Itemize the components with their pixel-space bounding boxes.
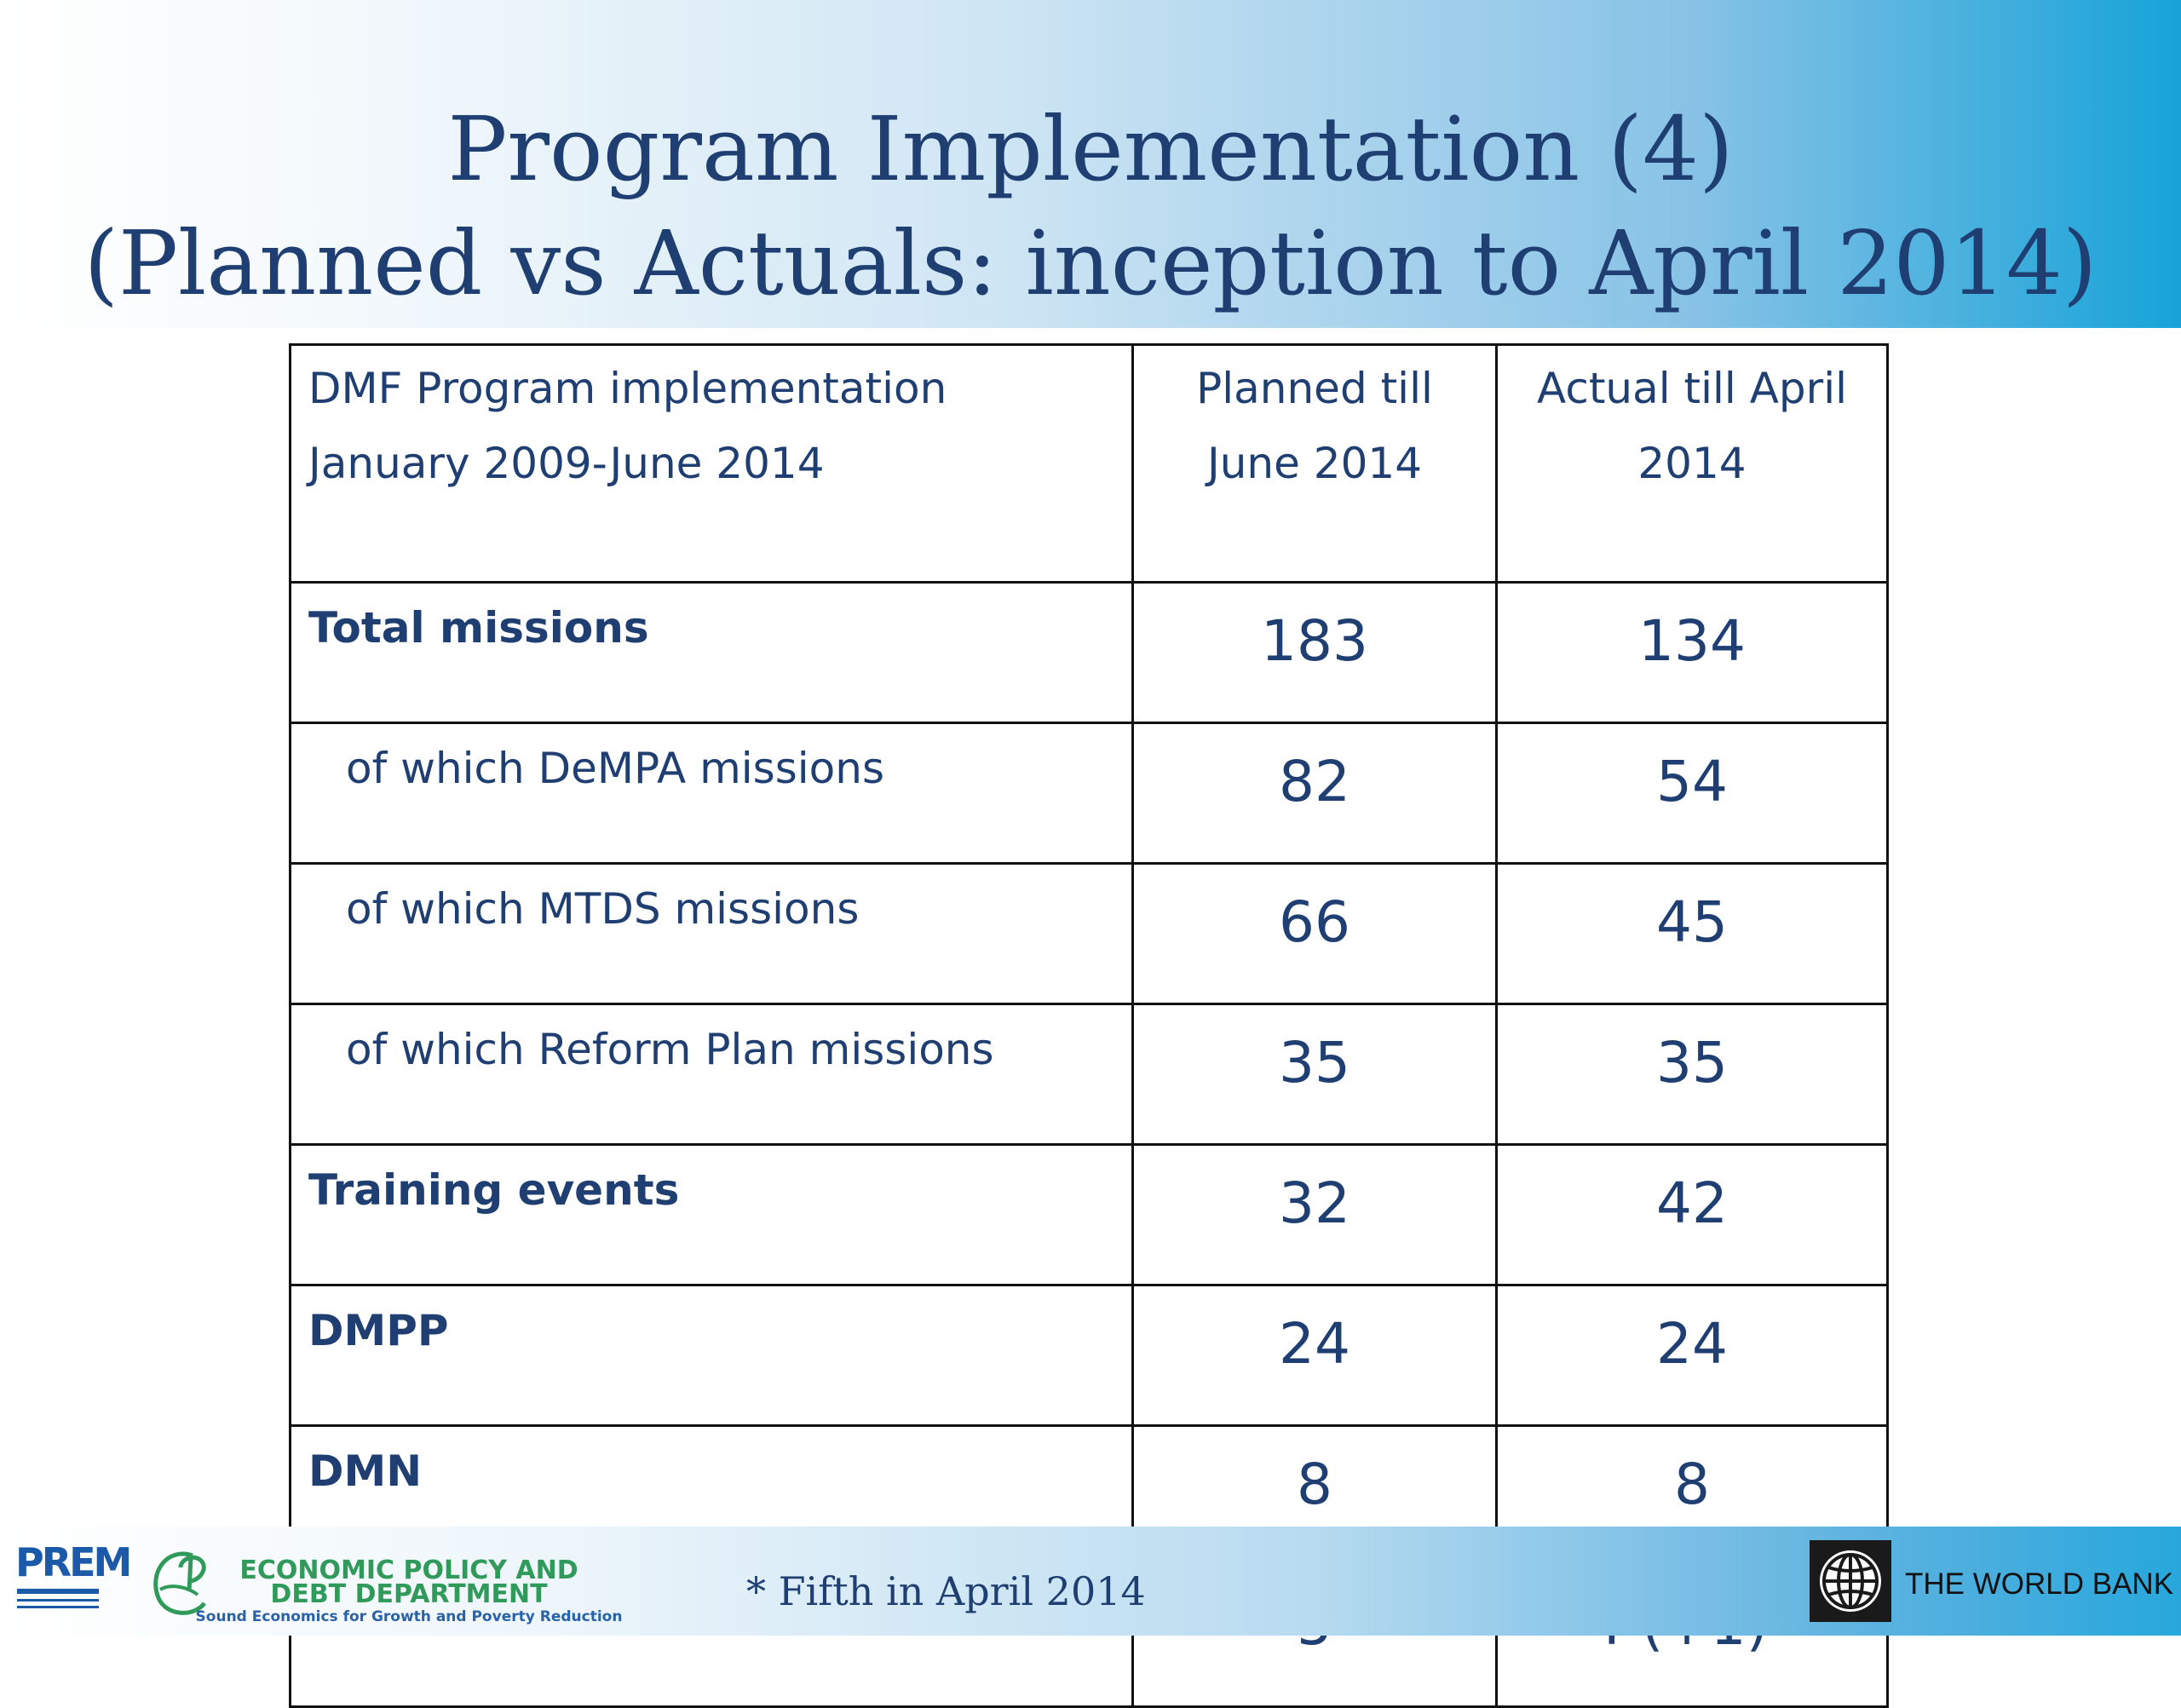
edd-tagline: Sound Economics for Growth and Poverty R… xyxy=(195,1608,623,1625)
table-row: DMPP 24 24 xyxy=(289,1284,1889,1427)
row-planned: 66 xyxy=(1131,862,1498,1005)
header-band xyxy=(0,0,2181,328)
title-line-1: Program Implementation (4) xyxy=(447,97,1734,201)
slide-title: Program Implementation (4) (Planned vs A… xyxy=(0,92,2181,320)
header-actual-line-2: 2014 xyxy=(1637,439,1747,488)
implementation-table: DMF Program implementation January 2009-… xyxy=(289,343,1889,1708)
row-label: DMPP xyxy=(289,1284,1134,1427)
edd-line-2: DEBT DEPARTMENT xyxy=(270,1579,548,1609)
prem-logo: PREM xyxy=(15,1538,132,1626)
header-actual-cell: Actual till April 2014 xyxy=(1495,343,1889,584)
table-row: Training events 32 42 xyxy=(289,1143,1889,1286)
row-planned: 35 xyxy=(1131,1003,1498,1146)
row-actual: 54 xyxy=(1495,722,1889,865)
edd-logo-text: ECONOMIC POLICY AND DEBT DEPARTMENT Soun… xyxy=(187,1556,630,1627)
table-row: Total missions 183 134 xyxy=(289,581,1889,724)
row-actual: 35 xyxy=(1495,1003,1889,1146)
row-planned: 32 xyxy=(1131,1143,1498,1286)
row-label: of which DeMPA missions xyxy=(289,722,1134,865)
row-actual: 134 xyxy=(1495,581,1889,724)
title-line-2: (Planned vs Actuals: inception to April … xyxy=(83,211,2098,315)
header-actual-line-1: Actual till April xyxy=(1537,364,1847,413)
table-header-row: DMF Program implementation January 2009-… xyxy=(289,343,1889,584)
header-program-line-1: DMF Program implementation xyxy=(308,364,947,413)
row-label: Total missions xyxy=(289,581,1134,724)
row-actual: 24 xyxy=(1495,1284,1889,1427)
table-row: of which DeMPA missions 82 54 xyxy=(289,722,1889,865)
header-program-line-2: January 2009-June 2014 xyxy=(308,439,825,488)
row-label: of which Reform Plan missions xyxy=(289,1003,1134,1146)
row-label: Training events xyxy=(289,1143,1134,1286)
world-bank-globe-icon xyxy=(1810,1540,1891,1622)
footnote: * Fifth in April 2014 xyxy=(746,1568,1146,1614)
prem-logo-mark xyxy=(17,1589,99,1608)
header-planned-line-1: Planned till xyxy=(1196,364,1433,413)
header-planned-line-2: June 2014 xyxy=(1206,439,1423,488)
row-planned: 24 xyxy=(1131,1284,1498,1427)
header-program-cell: DMF Program implementation January 2009-… xyxy=(289,343,1134,584)
row-actual: 42 xyxy=(1495,1143,1889,1286)
row-actual: 45 xyxy=(1495,862,1889,1005)
table-row: of which MTDS missions 66 45 xyxy=(289,862,1889,1005)
table-row: of which Reform Plan missions 35 35 xyxy=(289,1003,1889,1146)
world-bank-logo-text: THE WORLD BANK xyxy=(1905,1567,2174,1601)
prem-logo-text: PREM xyxy=(15,1539,132,1585)
row-planned: 183 xyxy=(1131,581,1498,724)
edd-logo-icon xyxy=(153,1551,206,1615)
row-planned: 82 xyxy=(1131,722,1498,865)
row-label: of which MTDS missions xyxy=(289,862,1134,1005)
edd-line-1: ECONOMIC POLICY AND xyxy=(239,1556,578,1585)
header-planned-cell: Planned till June 2014 xyxy=(1131,343,1498,584)
